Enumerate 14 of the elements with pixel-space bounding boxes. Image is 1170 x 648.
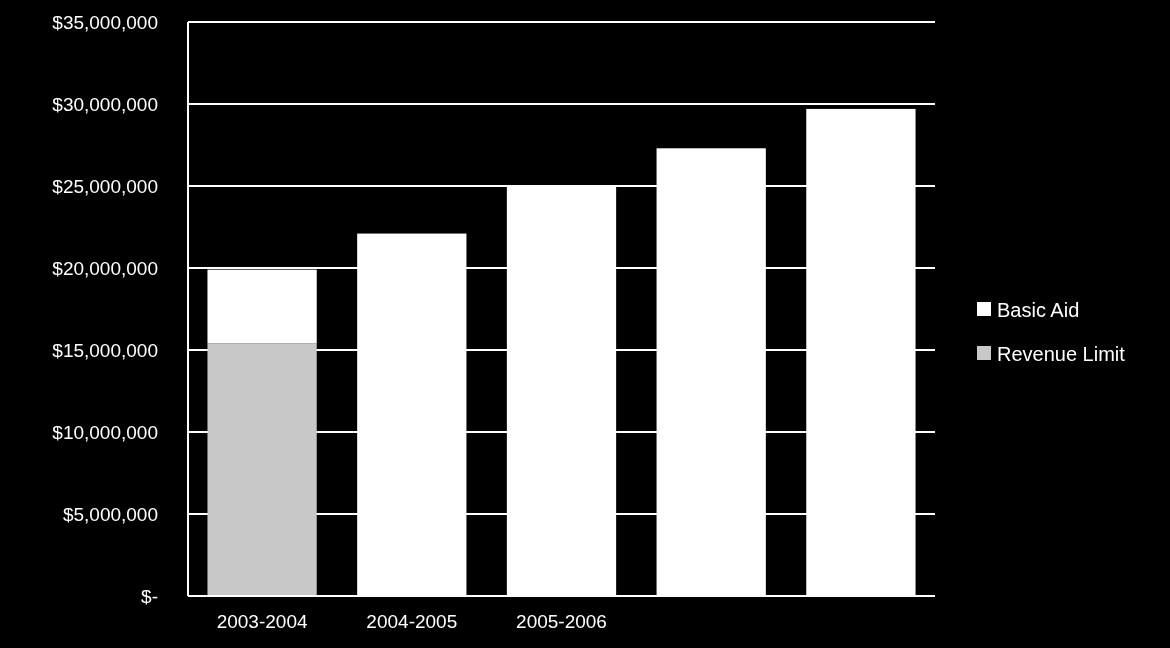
x-tick-label: 2003-2004 (216, 611, 308, 632)
y-tick-label: $- (141, 585, 158, 607)
y-tick-label: $10,000,000 (52, 421, 158, 443)
legend-label: Basic Aid (997, 299, 1080, 321)
legend-label: Revenue Limit (997, 343, 1126, 365)
y-tick-label: $20,000,000 (52, 257, 158, 279)
y-tick-label: $25,000,000 (52, 175, 158, 197)
x-tick-label: 2004-2005 (366, 611, 458, 632)
y-tick-label: $15,000,000 (52, 339, 158, 361)
y-tick-label: $30,000,000 (52, 93, 158, 115)
bar (207, 343, 317, 596)
y-tick-label: $5,000,000 (62, 503, 158, 525)
x-tick-label: 2005-2006 (516, 611, 607, 632)
y-tick-label: $35,000,000 (52, 11, 158, 33)
